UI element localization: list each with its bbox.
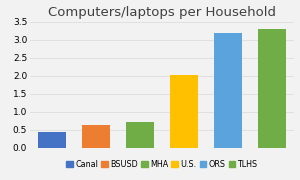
Bar	[126, 122, 154, 148]
Bar	[82, 125, 110, 148]
Bar	[258, 29, 286, 148]
Legend: Canal, BSUSD, MHA, U.S., ORS, TLHS: Canal, BSUSD, MHA, U.S., ORS, TLHS	[63, 157, 261, 172]
Bar	[214, 33, 242, 148]
Title: Computers/laptops per Household: Computers/laptops per Household	[48, 6, 276, 19]
Bar	[170, 75, 198, 148]
Bar	[38, 132, 66, 148]
